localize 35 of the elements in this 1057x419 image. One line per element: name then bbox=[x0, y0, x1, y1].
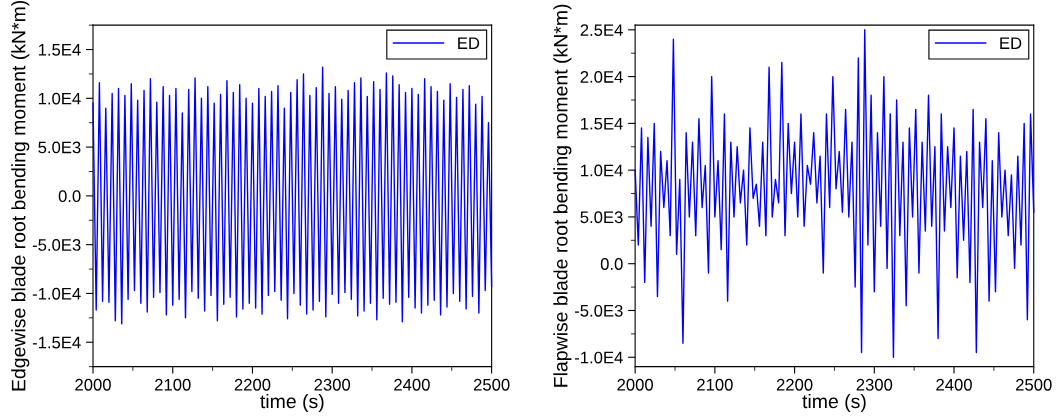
legend-label: ED bbox=[458, 37, 480, 49]
x-axis-title: time (s) bbox=[260, 393, 324, 413]
x-tick-label: 2000 bbox=[75, 378, 111, 391]
x-tick-label: 2300 bbox=[856, 378, 893, 391]
x-tick-label: 2300 bbox=[314, 378, 351, 391]
x-tick-label: 2100 bbox=[155, 378, 191, 391]
y-tick-label: -1.0E4 bbox=[32, 287, 81, 300]
y-tick-label: -5.0E3 bbox=[32, 239, 81, 251]
y-tick-label: 0.0 bbox=[600, 258, 623, 270]
y-axis-title: Flapwise blade root bending moment (kN*m) bbox=[553, 4, 572, 387]
x-tick-label: 2200 bbox=[776, 378, 813, 391]
x-tick-label: 2400 bbox=[394, 378, 430, 391]
x-tick-label: 2000 bbox=[617, 378, 654, 391]
x-tick-label: 2400 bbox=[936, 378, 972, 391]
y-tick-label: 5.0E3 bbox=[580, 211, 623, 224]
x-tick-label: 2500 bbox=[1016, 378, 1052, 391]
x-tick-label: 2100 bbox=[697, 378, 733, 391]
y-tick-label: 1.0E4 bbox=[581, 164, 623, 177]
y-tick-label: 1.0E4 bbox=[38, 92, 81, 105]
y-tick-label: 1.5E4 bbox=[581, 117, 623, 130]
y-tick-label: -1.5E4 bbox=[32, 336, 81, 349]
y-tick-label: -5.0E3 bbox=[574, 304, 623, 317]
y-tick-label: 2.5E4 bbox=[580, 24, 623, 37]
y-tick-label: 0.0 bbox=[58, 190, 81, 203]
line-series bbox=[634, 29, 1035, 358]
x-tick-label: 2200 bbox=[234, 378, 271, 391]
legend-label: ED bbox=[1000, 37, 1022, 49]
x-axis-title: time (s) bbox=[802, 393, 866, 413]
x-tick-label: 2500 bbox=[473, 378, 510, 391]
y-tick-label: 5.0E3 bbox=[38, 141, 81, 154]
y-tick-label: 2.0E4 bbox=[580, 71, 623, 83]
y-tick-label: 1.5E4 bbox=[38, 44, 81, 56]
line-series bbox=[92, 66, 493, 325]
y-tick-label: -1.0E4 bbox=[574, 351, 623, 364]
y-axis-title: Edgewise blade root bending moment (kN*m) bbox=[11, 0, 30, 391]
